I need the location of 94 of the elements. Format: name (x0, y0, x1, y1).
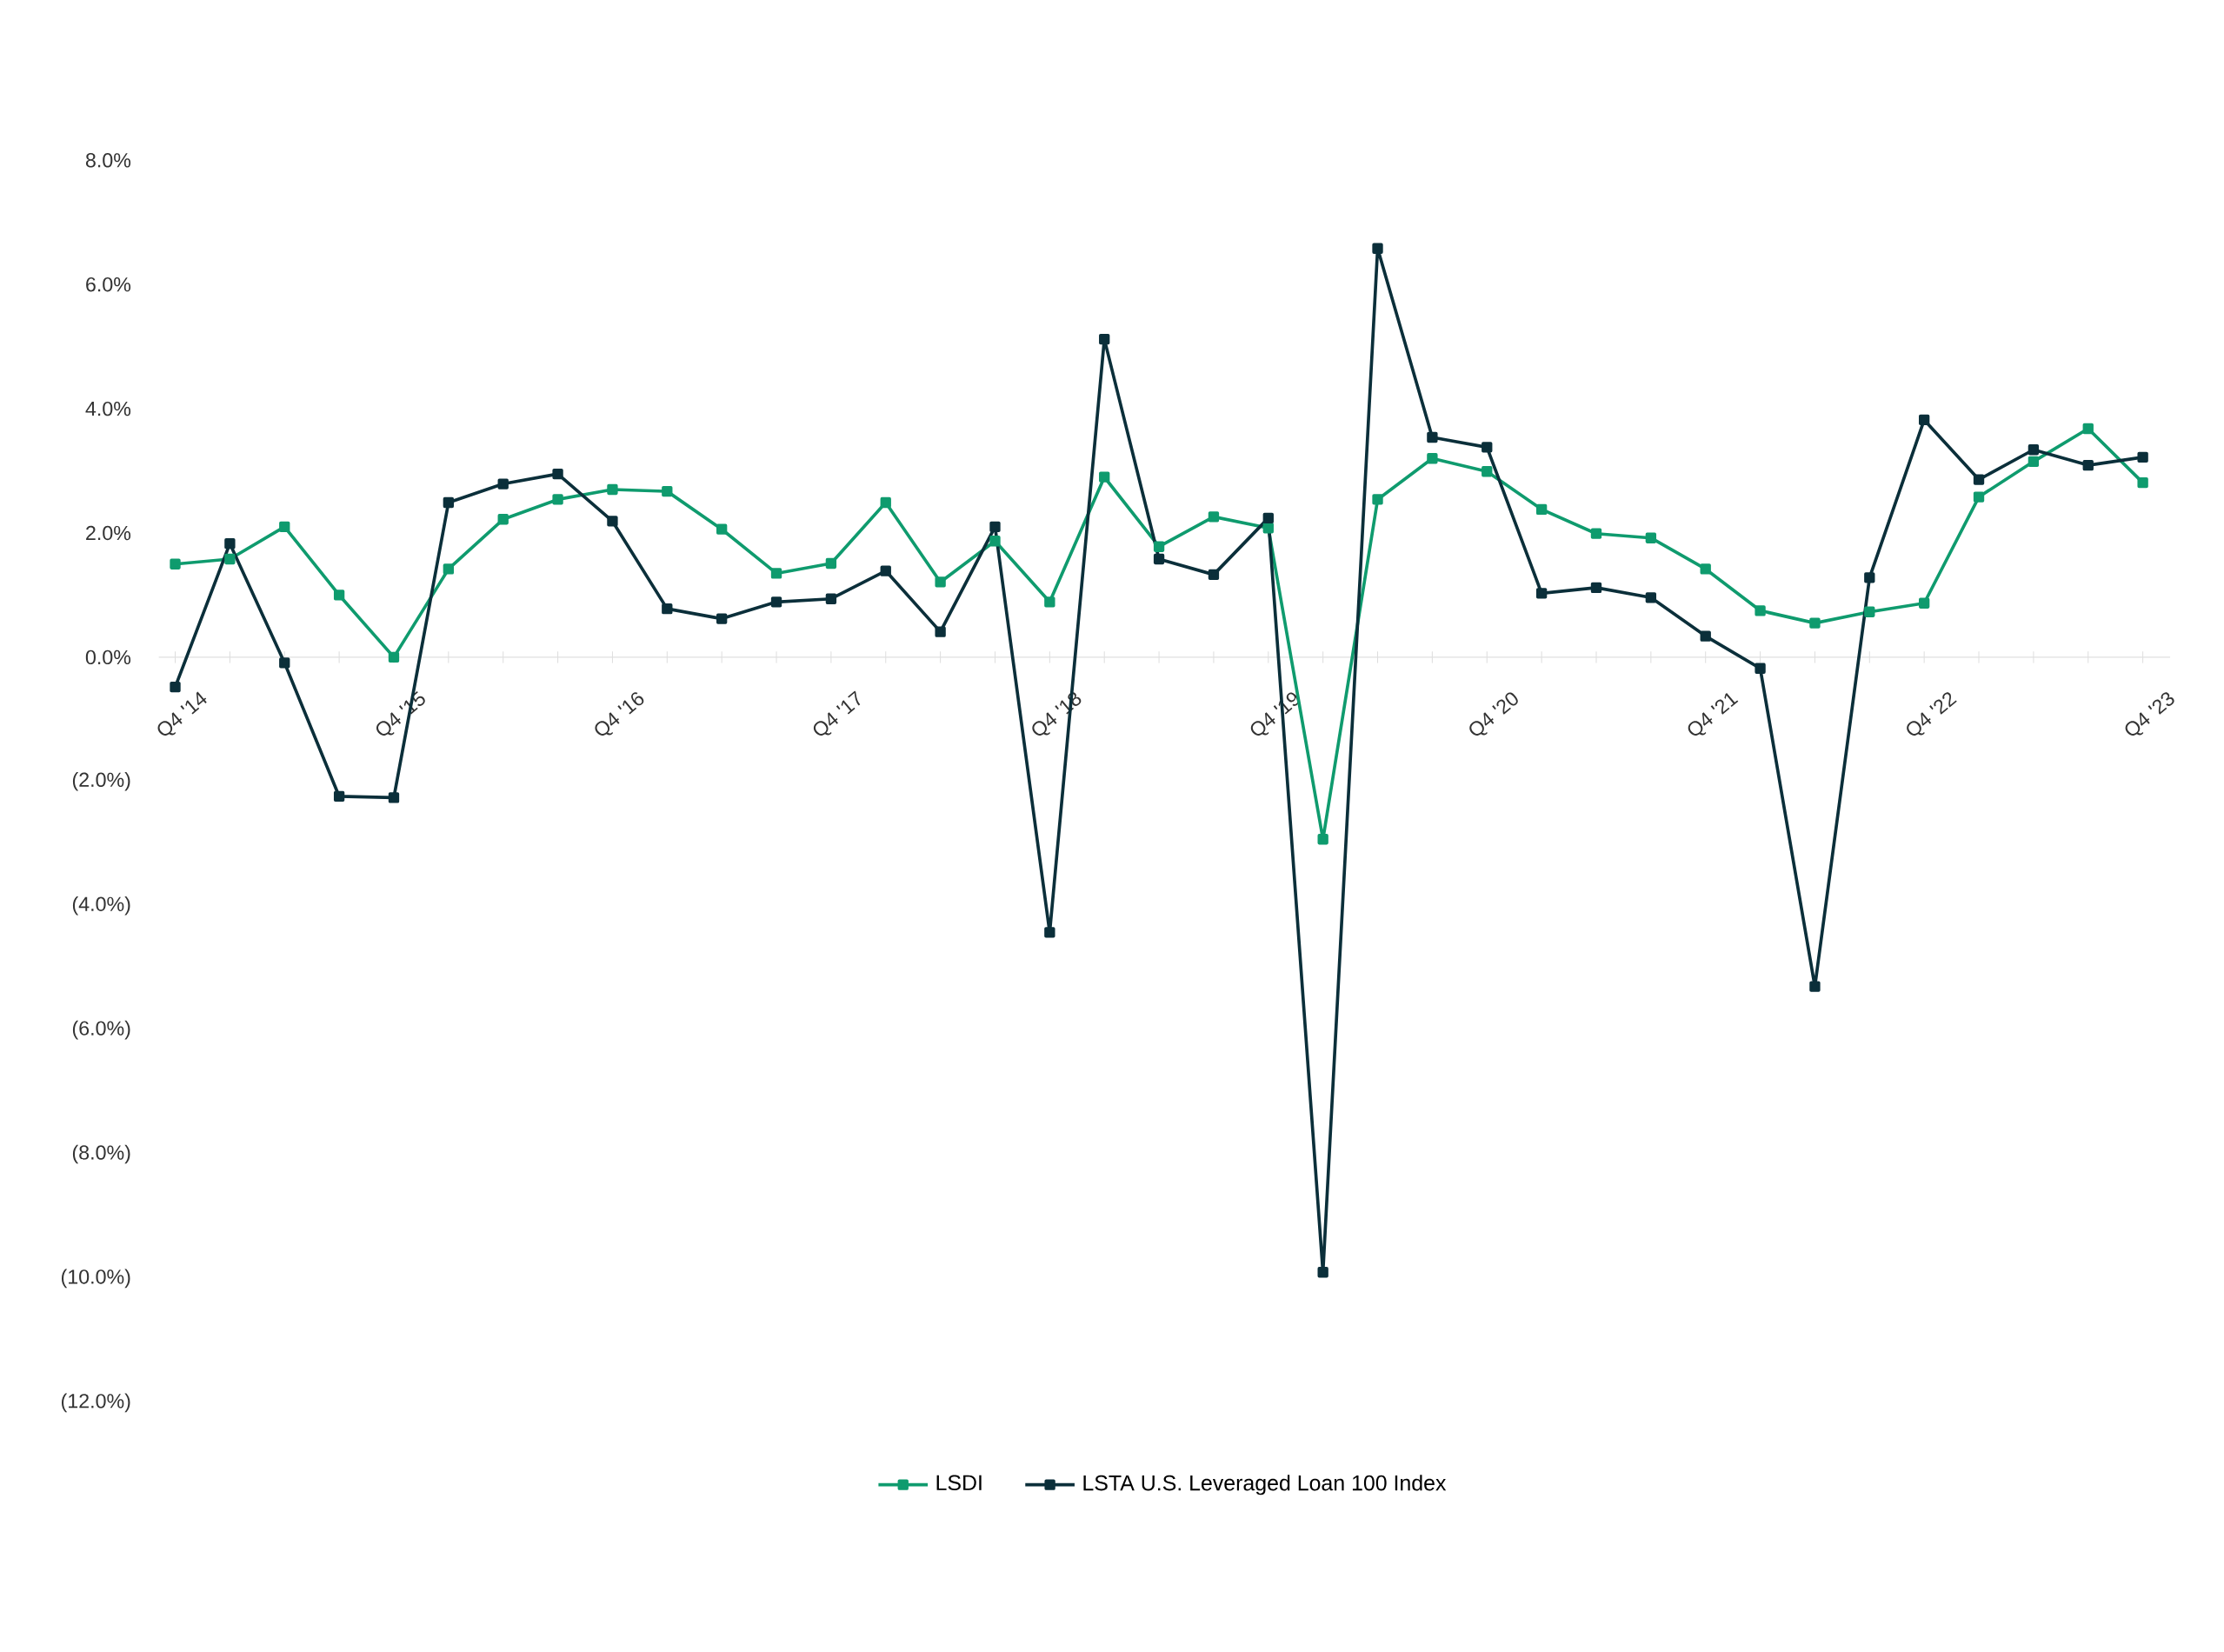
point (716, 523, 728, 535)
point (1208, 569, 1220, 581)
y-tick-label: (12.0%) (61, 1393, 130, 1413)
point (2082, 459, 2094, 471)
point (880, 496, 891, 509)
point (497, 478, 509, 490)
point (1590, 582, 1602, 594)
x-tick-label: Q4 '16 (595, 692, 644, 736)
point (1262, 512, 1274, 524)
y-tick-label: 8.0% (85, 153, 131, 168)
point (552, 494, 563, 505)
point (333, 790, 345, 803)
point (1427, 431, 1438, 443)
x-tick-label: Q4 '22 (1907, 692, 1957, 736)
point (1919, 414, 1930, 426)
y-tick-label: (2.0%) (72, 772, 130, 791)
point (1535, 588, 1548, 599)
point (1153, 541, 1165, 552)
point (1973, 474, 1985, 485)
point (388, 651, 400, 663)
point (825, 557, 837, 570)
point (170, 682, 181, 693)
x-tick-label: Q4 '17 (813, 690, 861, 736)
point (1755, 605, 1766, 616)
point (279, 657, 290, 669)
point (552, 468, 563, 480)
point (2028, 444, 2040, 456)
point (279, 521, 290, 533)
point (1645, 532, 1657, 543)
y-tick-label: (6.0%) (72, 1020, 130, 1040)
point (1099, 333, 1110, 345)
point (388, 792, 400, 803)
point (333, 590, 345, 601)
point (1645, 592, 1657, 603)
point (662, 485, 673, 497)
point (1755, 663, 1766, 674)
point (443, 496, 455, 509)
point (1700, 630, 1711, 642)
point (224, 537, 236, 550)
point (2028, 456, 2040, 467)
point (1044, 596, 1055, 608)
point (1262, 523, 1274, 534)
y-tick-label: (8.0%) (72, 1144, 130, 1164)
point (1153, 553, 1165, 565)
point (1973, 491, 1985, 503)
y-tick-label: 4.0% (85, 401, 131, 416)
point (1099, 471, 1110, 483)
point (443, 563, 455, 575)
point (716, 613, 728, 624)
point (989, 521, 1001, 533)
y-tick-label: (4.0%) (72, 896, 130, 916)
y-tick-label: 6.0% (86, 277, 131, 292)
x-tick-label: Q4 '23 (2125, 692, 2174, 736)
point (1317, 1267, 1328, 1278)
point (2137, 476, 2148, 489)
point (1044, 927, 1055, 938)
point (1864, 572, 1875, 583)
point (935, 576, 946, 588)
point (170, 558, 181, 570)
x-tick-label: Q4 '21 (1688, 692, 1739, 736)
legend-label: LSDI (936, 1475, 982, 1491)
point (2082, 423, 2094, 435)
point (825, 593, 837, 604)
point (770, 596, 782, 608)
y-tick-label: 2.0% (86, 525, 131, 541)
point (1864, 606, 1875, 617)
point (1427, 453, 1438, 464)
point (1590, 528, 1602, 539)
point (1535, 503, 1548, 516)
point (935, 626, 946, 637)
point (1317, 834, 1328, 845)
point (497, 514, 509, 525)
point (607, 516, 618, 527)
point (224, 553, 236, 565)
point (1372, 494, 1383, 505)
point (2137, 451, 2148, 463)
y-tick-label: 0.0% (85, 649, 131, 665)
point (1809, 981, 1821, 992)
point (1809, 617, 1821, 629)
point (1700, 563, 1711, 575)
point (1919, 597, 1930, 609)
point (607, 483, 618, 496)
y-tick-label: (10.0%) (61, 1269, 130, 1289)
point (880, 565, 891, 576)
point (1372, 243, 1383, 254)
point (662, 603, 673, 615)
point (1208, 511, 1220, 523)
point (770, 568, 782, 579)
x-tick-label: Q4 '14 (157, 691, 207, 736)
point (989, 536, 1001, 547)
legend-label: LSTA U.S. Leveraged Loan 100 Index (1083, 1475, 1447, 1495)
point (1482, 442, 1493, 453)
point (1482, 466, 1493, 477)
x-tick-label: Q4 '20 (1469, 692, 1518, 736)
